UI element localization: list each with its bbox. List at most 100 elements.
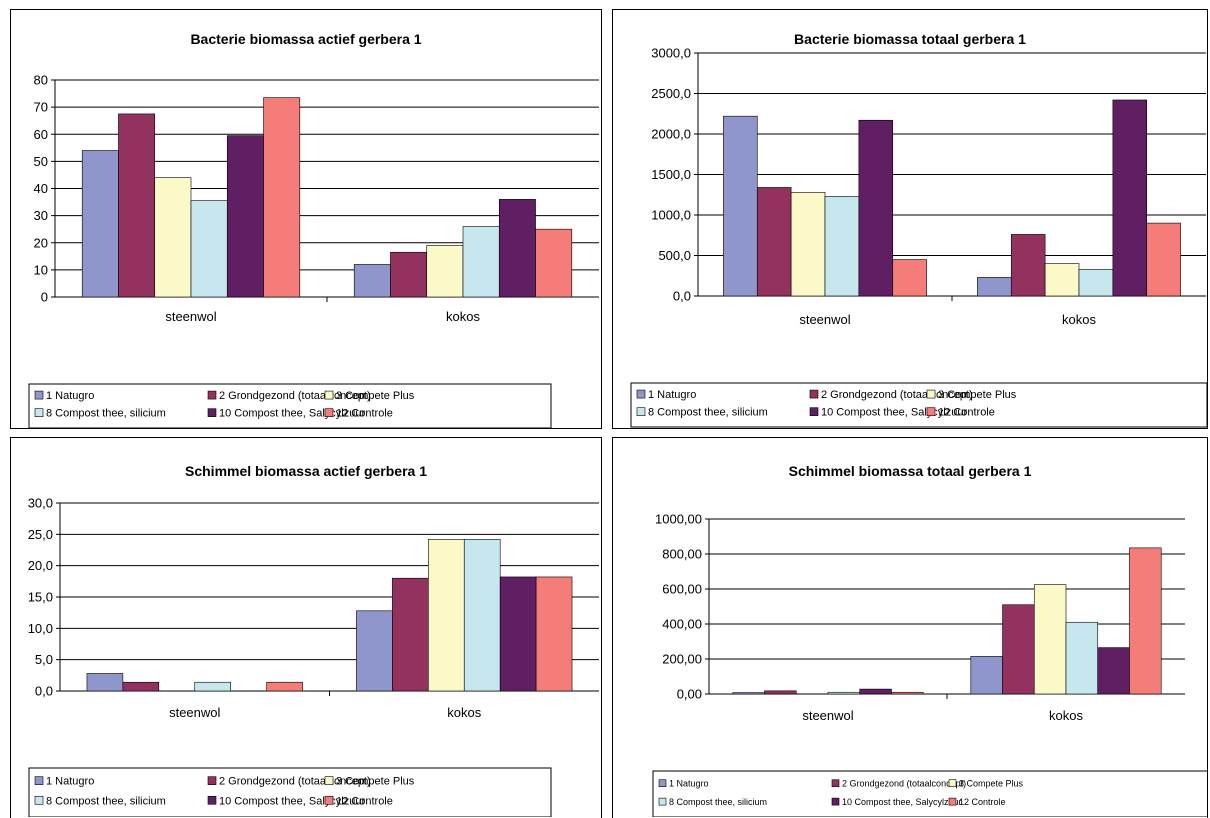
bar [498,199,536,298]
bar [1078,268,1114,297]
bar [1129,547,1162,695]
y-tick-label: 0 [41,290,48,305]
chart-svg: Bacterie biomassa actief gerbera 1 0 10 20 3… [28,31,599,428]
chart-schimmel-actief: Schimmel biomassa actief gerbera 1 0,0 5,0… [10,437,602,818]
legend-swatch [636,407,646,416]
legend-label: 8 Compost thee, silicium [46,408,166,420]
y-tick-label: 1500,0 [651,167,691,182]
legend-box [28,383,552,428]
y-tick-label: 10,0 [28,621,53,636]
chart-bacterie-totaal: Bacterie biomassa totaal gerbera 1 0,0 500… [612,9,1208,429]
legend-label: 10 Compost thee, Salycylzuur [842,797,962,807]
legend-label: 1 Natugro [648,389,696,401]
y-tick-label: 40 [34,181,48,196]
legend-swatch [948,797,957,806]
legend-swatch [324,408,334,417]
y-tick-label: 70 [34,100,48,115]
bar [194,681,231,692]
chart-bacterie-actief: Bacterie biomassa actief gerbera 1 0 10 20 3… [10,9,602,429]
bar [1002,604,1035,695]
bar [353,264,391,298]
legend-label: 12 Controle [959,797,1006,807]
bar [266,681,303,692]
y-tick-label: 80 [34,73,48,88]
y-tick-label: 60 [34,127,48,142]
legend-label: 3 Compete Plus [336,776,415,788]
bar [426,245,464,298]
bar [1097,647,1130,695]
legend-swatch [809,407,819,416]
legend-swatch [207,390,217,400]
y-tick-label: 2000,0 [651,127,691,142]
y-tick-label: 5,0 [35,652,53,667]
bar [1065,621,1099,695]
bar [154,177,192,298]
legend-label: 1 Natugro [46,390,94,402]
bar [226,135,264,298]
bar [463,539,501,692]
bar [891,691,924,695]
legend-swatch [948,779,957,788]
chart-title: Bacterie biomassa totaal gerbera 1 [794,31,1026,47]
bar [535,228,573,298]
legend-label: 1 Natugro [46,776,94,788]
bar [892,259,927,297]
bar [390,251,428,298]
bar [790,192,826,297]
y-tick-label: 500,0 [658,248,691,263]
y-tick-label: 800,00 [662,547,702,562]
legend-swatch [636,389,646,399]
legend-label: 1 Natugro [669,779,709,789]
legend-box [28,767,552,817]
legend-swatch [831,797,840,806]
y-tick-label: 600,00 [662,582,702,597]
x-category-label: kokos [1062,312,1096,327]
chart-title: Schimmel biomassa totaal gerbera 1 [789,463,1032,479]
legend-label: 3 Compete Plus [959,779,1024,789]
bar [1010,234,1046,297]
chart-schimmel-totaal: Schimmel biomassa totaal gerbera 1 0,00 20… [612,437,1208,818]
legend-swatch [324,795,334,805]
y-tick-label: 0,0 [673,289,691,304]
chart-svg: Schimmel biomassa actief gerbera 1 0,0 5,0… [28,463,599,817]
bar [462,226,500,298]
bar [190,200,228,298]
x-category-label: kokos [447,705,481,720]
y-tick-label: 1000,0 [651,208,691,223]
y-tick-label: 50 [34,154,48,169]
y-tick-label: 20 [34,235,48,250]
x-category-label: steenwol [802,708,853,723]
legend-swatch [658,779,667,788]
legend-swatch [34,795,44,805]
y-tick-label: 20,0 [28,558,53,573]
bar [756,187,792,297]
legend-box [652,770,1207,817]
legend-label: 12 Controle [336,408,393,420]
y-tick-label: 0,00 [677,687,702,702]
legend-label: 12 Controle [336,795,393,807]
bar [122,681,160,692]
legend-swatch [831,779,840,788]
x-category-label: steenwol [169,705,220,720]
x-category-label: steenwol [165,309,216,324]
legend-label: 8 Compost thee, silicium [669,797,767,807]
legend-swatch [34,408,44,417]
bar [118,113,156,298]
bar [1033,584,1067,695]
bar [723,115,758,297]
chart-title: Bacterie biomassa actief gerbera 1 [190,31,421,47]
y-tick-label: 2500,0 [651,86,691,101]
bar [86,673,124,692]
x-category-label: kokos [1049,708,1083,723]
bar [732,692,765,695]
legend-label: 12 Controle [938,407,995,419]
legend-swatch [207,795,217,805]
y-tick-label: 30 [34,208,48,223]
legend-label: 3 Compete Plus [336,390,415,402]
legend-swatch [207,776,217,785]
chart-title: Schimmel biomassa actief gerbera 1 [185,463,427,479]
chart-svg: Schimmel biomassa totaal gerbera 1 0,00 20… [652,463,1207,817]
legend-swatch [926,389,936,399]
bar [977,277,1012,297]
legend-swatch [324,390,334,400]
